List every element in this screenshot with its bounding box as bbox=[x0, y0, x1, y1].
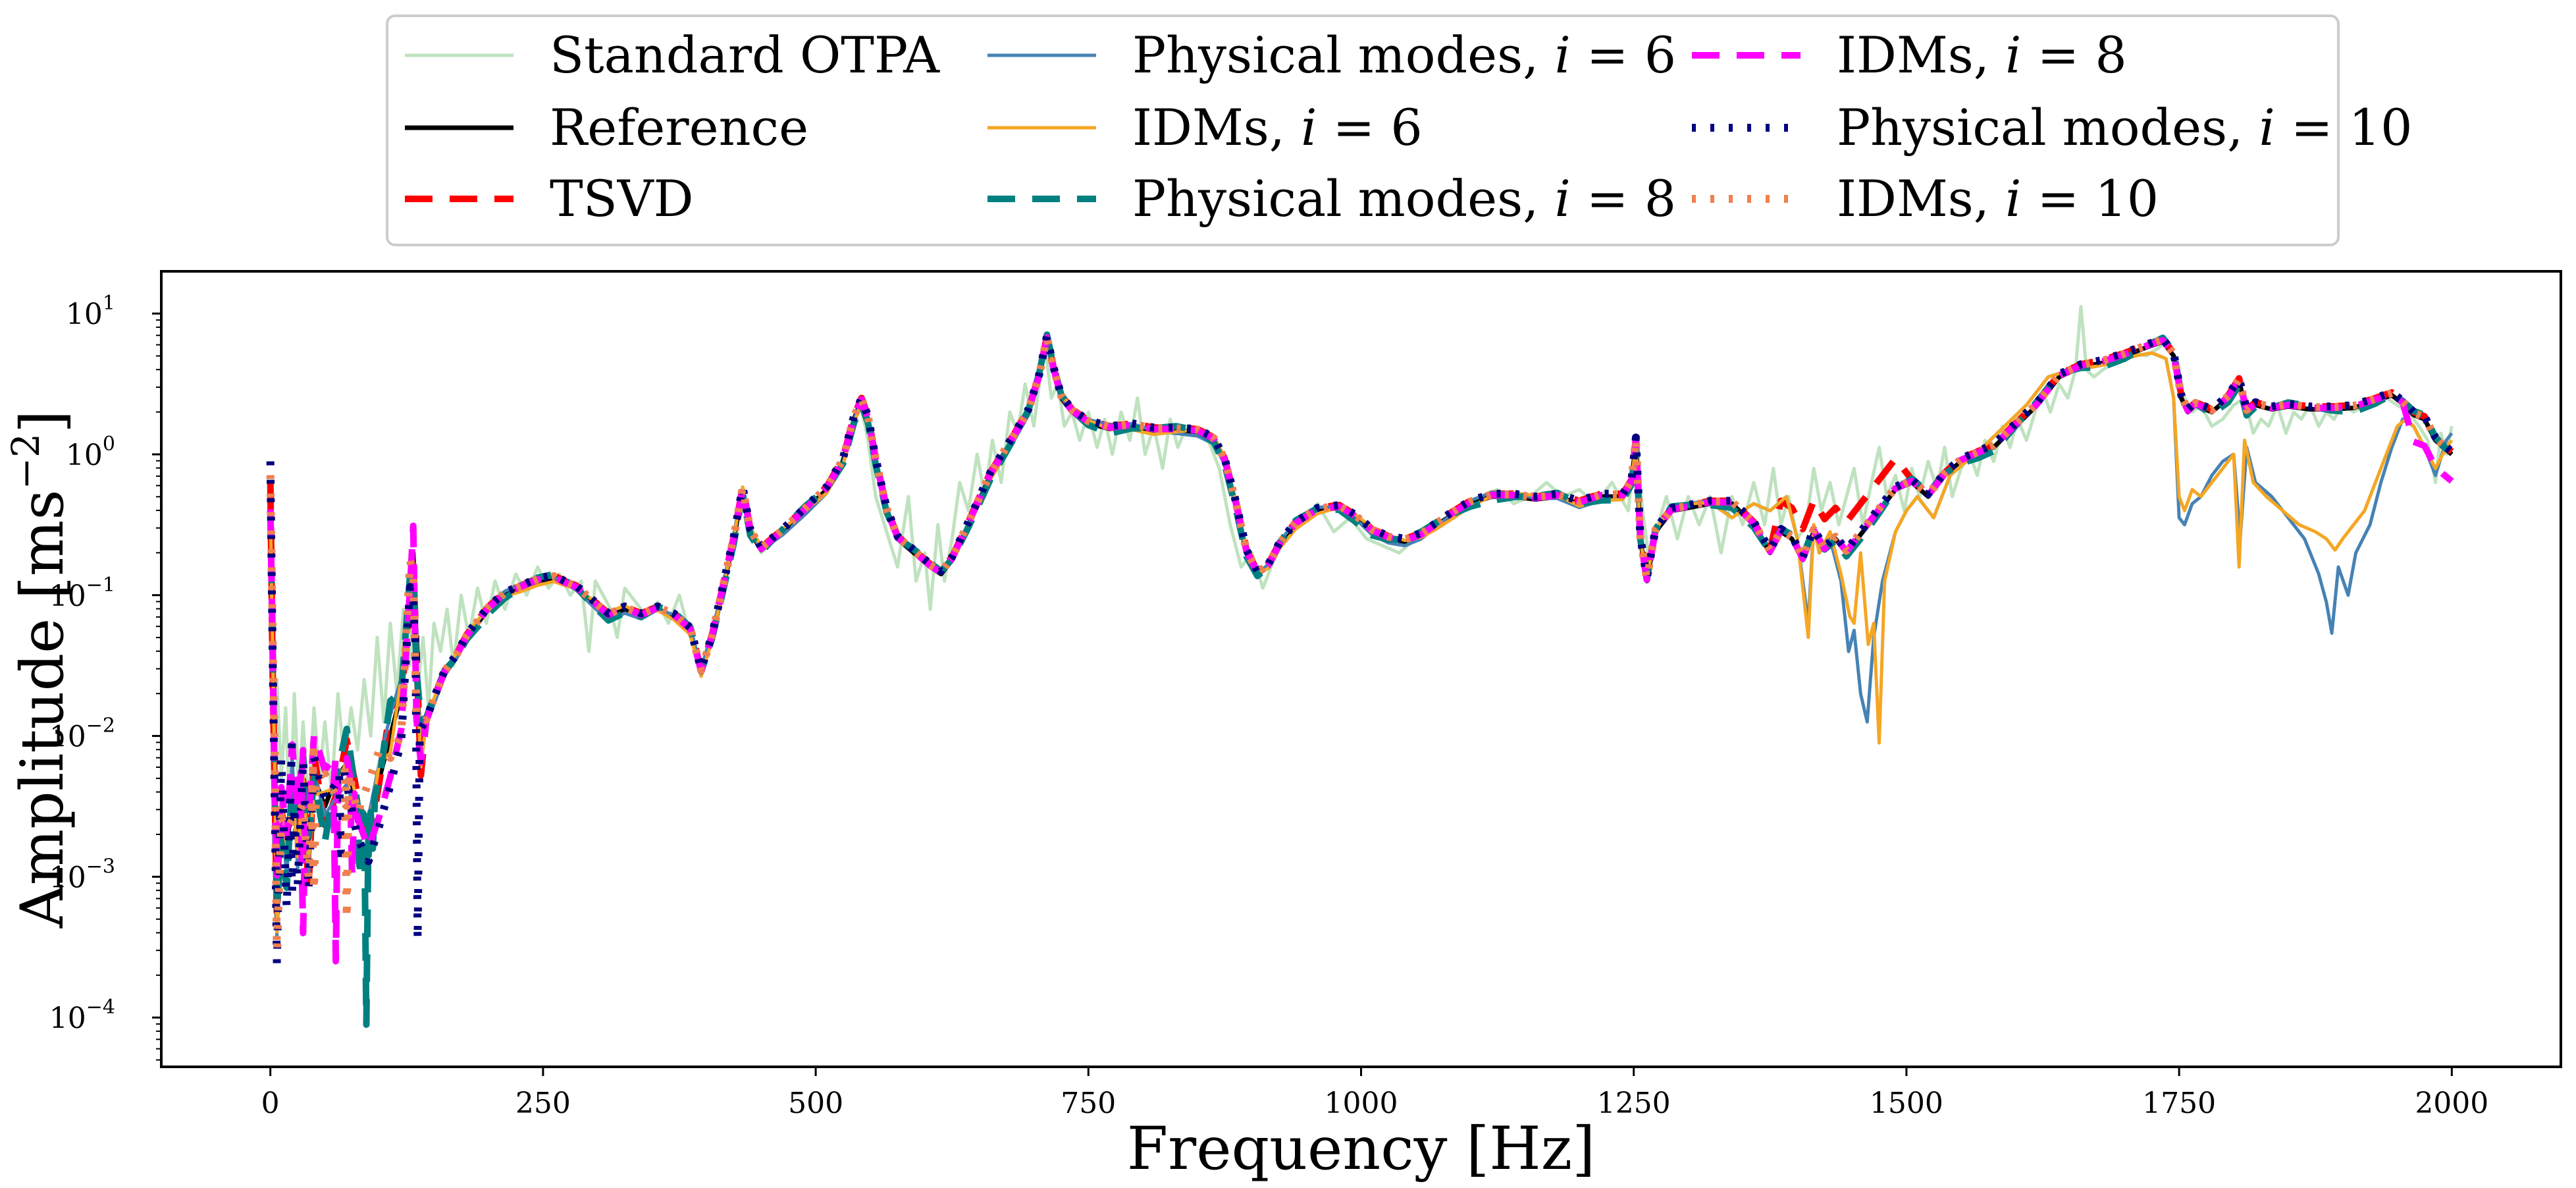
series-line-otpa bbox=[269, 305, 2454, 823]
legend-label-text: Physical modes, bbox=[1837, 98, 2259, 157]
x-tick-label: 1250 bbox=[1597, 1087, 1671, 1120]
y-axis-label-text: Amplitude [ms bbox=[8, 489, 77, 929]
legend-box bbox=[386, 14, 2340, 246]
legend-label-text: IDMs, bbox=[1837, 26, 2005, 84]
y-tick-label: 10−3 bbox=[49, 855, 115, 894]
legend-label-ref: Reference bbox=[550, 98, 808, 157]
legend-label-variable: i bbox=[1301, 98, 1317, 157]
legend-label-value: = 10 bbox=[2275, 98, 2413, 157]
legend-label-value: = 10 bbox=[2021, 169, 2159, 228]
legend-label-text: Physical modes, bbox=[1132, 26, 1554, 84]
legend-label-pm8: Physical modes, i = 8 bbox=[1132, 169, 1676, 228]
plot-area bbox=[161, 271, 2561, 1067]
legend-label-idm6: IDMs, i = 6 bbox=[1132, 98, 1423, 157]
legend-label-text: Reference bbox=[550, 98, 808, 157]
y-tick-exponent: −1 bbox=[86, 574, 115, 597]
y-tick-exponent: −4 bbox=[86, 996, 115, 1019]
y-tick-exponent: −2 bbox=[86, 715, 115, 738]
x-tick-label: 500 bbox=[788, 1087, 843, 1120]
legend-label-variable: i bbox=[2005, 26, 2021, 84]
legend-label-variable: i bbox=[1554, 169, 1570, 228]
legend-label-pm10: Physical modes, i = 10 bbox=[1837, 98, 2412, 157]
legend-label-variable: i bbox=[2005, 169, 2021, 228]
y-axis-ticks: 101 100 10−1 1 0 −2 10−3 10−4 bbox=[49, 292, 161, 1061]
y-axis-label-exponent: −2 bbox=[3, 433, 48, 490]
legend-label-pm6: Physical modes, i = 6 bbox=[1132, 26, 1676, 84]
legend-label-value: = 8 bbox=[2021, 26, 2126, 84]
legend-label-value: = 8 bbox=[1571, 169, 1676, 228]
x-tick-label: 0 bbox=[261, 1087, 280, 1120]
x-tick-label: 1500 bbox=[1870, 1087, 1943, 1120]
y-tick-exponent: −3 bbox=[86, 855, 115, 878]
y-tick-label: 10−4 bbox=[49, 996, 115, 1035]
series-line-idm10 bbox=[266, 333, 2455, 955]
legend-label-value: = 6 bbox=[1317, 98, 1422, 157]
y-tick-label: 101 bbox=[66, 292, 115, 331]
x-tick-label: 1000 bbox=[1325, 1087, 1398, 1120]
y-axis-label: Amplitude [ms−2] bbox=[3, 410, 77, 929]
x-tick-label: 1750 bbox=[2142, 1087, 2216, 1120]
y-tick-label: 10−1 bbox=[49, 574, 115, 613]
x-tick-label: 250 bbox=[515, 1087, 571, 1120]
y-tick-exponent: 0 bbox=[103, 433, 115, 456]
legend-label-variable: i bbox=[2259, 98, 2274, 157]
legend-label-text: IDMs, bbox=[1837, 169, 2005, 228]
legend: Standard OTPA Reference TSVD Physical modes… bbox=[405, 26, 2412, 228]
x-tick-label: 2000 bbox=[2415, 1087, 2488, 1120]
legend-label-text: Physical modes, bbox=[1132, 169, 1554, 228]
legend-label-idm10: IDMs, i = 10 bbox=[1837, 169, 2159, 228]
legend-label-text: TSVD bbox=[550, 169, 694, 228]
y-tick-label: 100 bbox=[66, 433, 115, 472]
legend-label-value: = 6 bbox=[1571, 26, 1676, 84]
series-layer bbox=[266, 305, 2455, 1028]
legend-label-text: Standard OTPA bbox=[550, 26, 940, 84]
legend-label-variable: i bbox=[1554, 26, 1570, 84]
y-tick-exponent: 1 bbox=[103, 292, 115, 315]
y-axis-label-close: ] bbox=[8, 410, 77, 433]
x-axis-label: Frequency [Hz] bbox=[1127, 1114, 1596, 1183]
x-axis-ticks: 0 250 500 750 1000 1250 1500 1750 2000 bbox=[261, 1067, 2488, 1120]
legend-label-text: IDMs, bbox=[1132, 98, 1301, 157]
legend-label-idm8: IDMs, i = 8 bbox=[1837, 26, 2127, 84]
legend-label-tsvd: TSVD bbox=[550, 169, 694, 228]
legend-label-otpa: Standard OTPA bbox=[550, 26, 940, 84]
x-tick-label: 750 bbox=[1061, 1087, 1116, 1120]
